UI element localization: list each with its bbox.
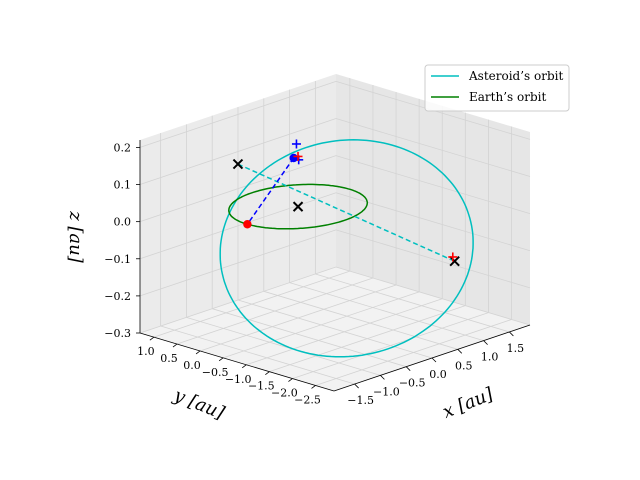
- y-tick: [218, 357, 224, 362]
- asteroid-marker-1-stroke-b: [232, 158, 244, 170]
- y-axis-line: [139, 332, 335, 392]
- earth-red-dot-marker: [243, 220, 252, 229]
- grid-z-wall-left: [139, 118, 337, 185]
- grid-z-wall-left: [139, 229, 337, 297]
- y-tick: [172, 343, 178, 348]
- y-tick-label: 0.5: [160, 352, 178, 365]
- z-tick-label: −0.2: [104, 290, 131, 303]
- tick-marks: [136, 147, 514, 389]
- sun-marker: [292, 201, 304, 212]
- grid-y-floor: [246, 298, 443, 366]
- red-plus-2-marker: [448, 252, 458, 262]
- z-tick-label: 0.2: [114, 141, 132, 154]
- earth-sightline: [246, 157, 295, 225]
- grid-x-floor: [289, 282, 484, 342]
- plot-area: [219, 139, 474, 358]
- legend-label-asteroid: Asteroid’s orbit: [468, 69, 563, 83]
- x-tick-label: 1.5: [507, 342, 525, 355]
- red-plus-1-marker: [293, 151, 303, 161]
- grid-y-floor: [199, 284, 397, 352]
- y-tick: [241, 364, 247, 369]
- z-tick-label: −0.1: [104, 253, 131, 266]
- asteroid-marker-2-marker: [449, 256, 460, 267]
- x-tick: [380, 375, 385, 380]
- x-tick: [509, 331, 514, 337]
- x-tick: [457, 349, 463, 354]
- grid-z-wall-left: [139, 81, 337, 148]
- y-tick: [265, 371, 270, 375]
- y-tick-label: −0.5: [202, 366, 229, 379]
- x-tick: [431, 357, 437, 363]
- sun-stroke-b: [292, 201, 304, 212]
- blue-plus-1-marker: [291, 139, 301, 149]
- y-tick-label: −1.0: [225, 373, 252, 386]
- grid-x-floor: [186, 316, 381, 376]
- asteroid-orbit: [219, 139, 474, 358]
- z-tick-label: −0.3: [104, 327, 131, 340]
- grid-y-floor: [153, 270, 350, 338]
- asteroid-marker-2-stroke-b: [449, 256, 460, 267]
- x-tick-label: −0.5: [399, 377, 426, 390]
- y-tick-label: −2.0: [271, 387, 298, 400]
- grid-z-wall-right: [335, 266, 531, 326]
- grid-z-wall-right: [335, 192, 531, 252]
- x-tick-label: 0.0: [429, 368, 447, 381]
- x-tick: [354, 383, 359, 389]
- z-tick-label: 0.0: [114, 216, 132, 229]
- grid-y-floor: [176, 277, 374, 345]
- x-tick-label: −1.0: [373, 385, 400, 398]
- grid-z-wall-right: [335, 155, 531, 215]
- legend: Asteroid’s orbit Earth’s orbit: [424, 64, 570, 112]
- y-axis-label: y [au]: [170, 384, 228, 424]
- grid-z-wall-left: [139, 155, 337, 223]
- y-tick: [195, 350, 201, 355]
- grid-x-floor: [160, 325, 355, 385]
- grid-z-wall-left: [139, 192, 337, 260]
- asteroid-marker-1-marker: [232, 158, 244, 170]
- x-tick-label: −1.5: [347, 394, 374, 407]
- grid-lines: [139, 78, 531, 386]
- grid-z-wall-right: [335, 229, 531, 289]
- y-tick-label: 1.0: [137, 345, 155, 358]
- grid-z-wall-right: [335, 118, 531, 177]
- grid-y-floor: [315, 319, 512, 386]
- blue-dot-marker: [289, 153, 298, 163]
- x-tick-label: 1.0: [481, 351, 499, 364]
- y-tick: [311, 385, 316, 389]
- back-right-pane: [336, 74, 530, 325]
- tick-labels: −1.5−1.0−0.50.00.51.01.51.00.50.0−0.5−1.…: [104, 141, 524, 407]
- grid-x-floor: [212, 308, 407, 368]
- x-tick: [405, 366, 411, 371]
- y-tick: [149, 336, 155, 341]
- x-axis-label: x [au]: [440, 383, 497, 422]
- z-axis-label: z [au]: [65, 210, 86, 264]
- x-tick-label: 0.5: [455, 359, 473, 372]
- z-tick-label: 0.1: [114, 179, 132, 192]
- legend-frame: [424, 64, 570, 112]
- y-tick-label: 0.0: [183, 359, 201, 372]
- grid-x-floor: [237, 299, 433, 359]
- y-tick: [288, 378, 293, 382]
- grid-y-floor: [223, 291, 420, 359]
- grid-y-floor: [292, 312, 489, 379]
- grid-y-floor: [269, 305, 466, 373]
- grid-z-wall-left: [139, 266, 337, 334]
- legend-label-earth: Earth’s orbit: [469, 90, 546, 104]
- y-tick-label: −2.5: [294, 394, 321, 407]
- grid-x-floor: [263, 290, 458, 350]
- y-tick-label: −1.5: [248, 380, 275, 393]
- grid-x-floor: [315, 273, 510, 333]
- x-tick: [483, 340, 488, 345]
